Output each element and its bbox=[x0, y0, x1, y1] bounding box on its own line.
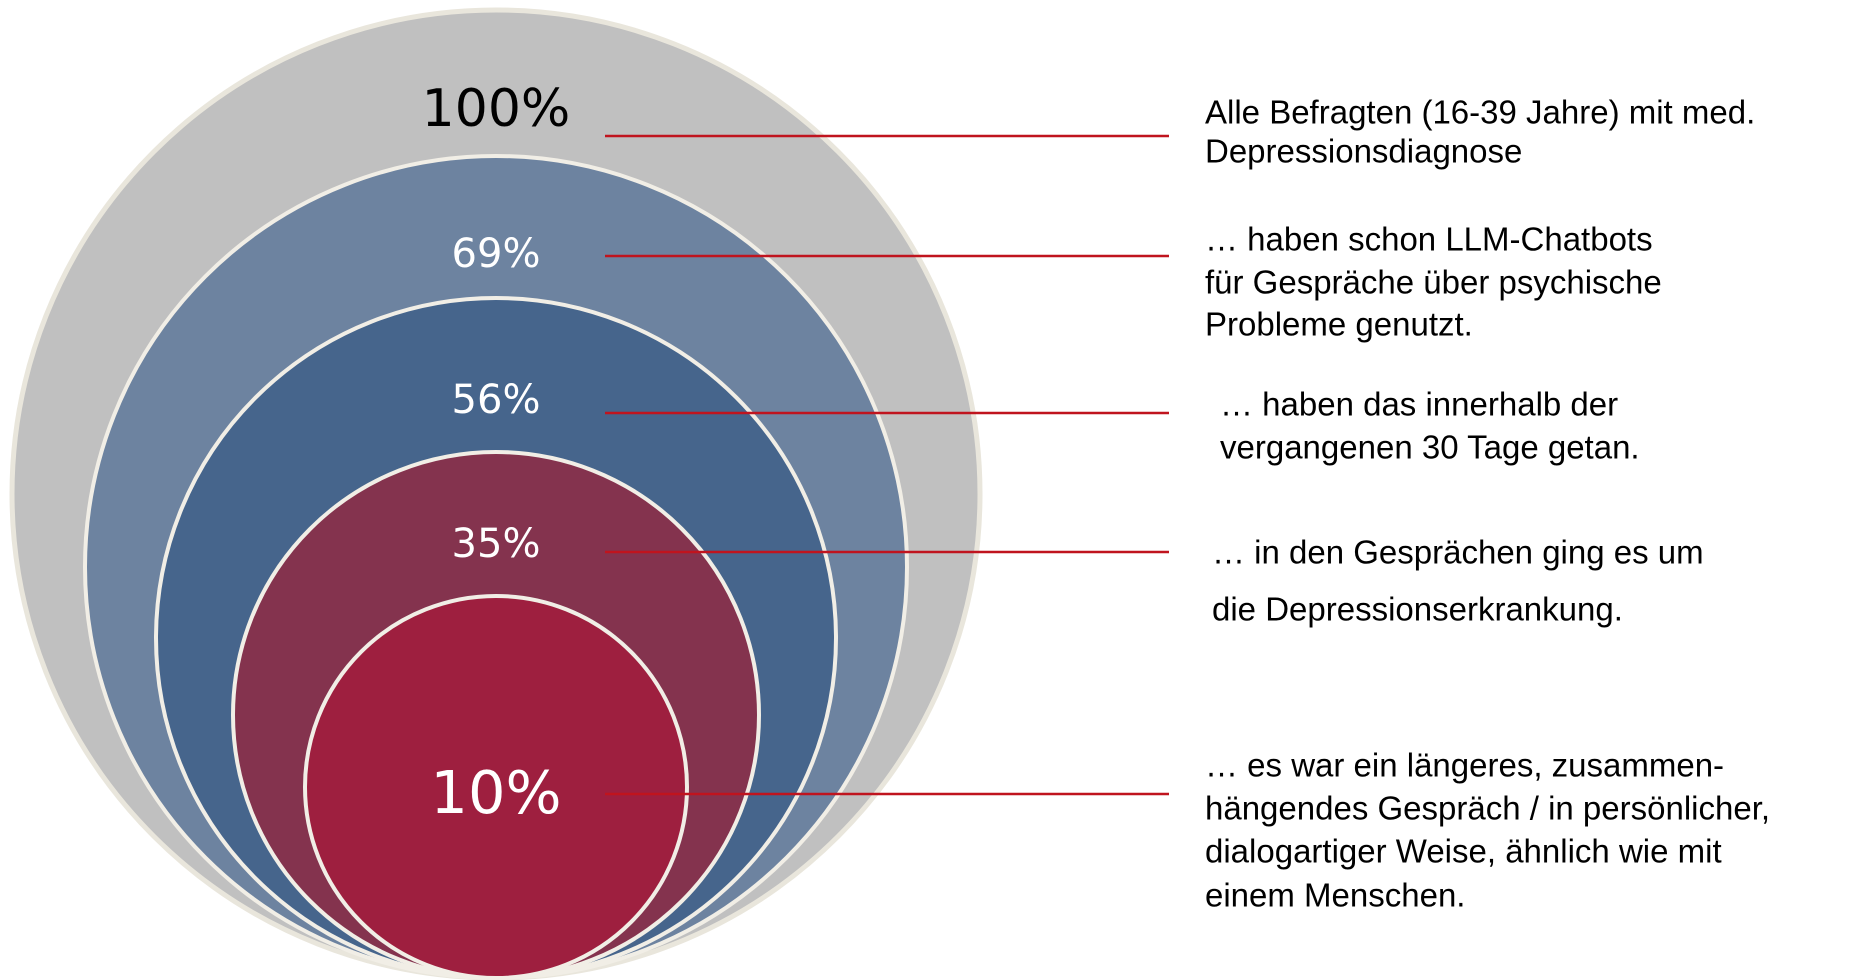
percent-label: 69% bbox=[452, 231, 541, 277]
description: hängendes Gespräch / in persönlicher, bbox=[1205, 790, 1770, 827]
description: vergangenen 30 Tage getan. bbox=[1220, 429, 1640, 466]
description: … haben das innerhalb der bbox=[1220, 386, 1618, 423]
description: … es war ein längeres, zusammen- bbox=[1205, 747, 1724, 784]
description: dialogartiger Weise, ähnlich wie mit bbox=[1205, 833, 1722, 870]
description: für Gespräche über psychische bbox=[1205, 264, 1662, 301]
description: Probleme genutzt. bbox=[1205, 306, 1473, 343]
percent-label: 10% bbox=[430, 758, 561, 827]
ring bbox=[303, 594, 689, 980]
description: … in den Gesprächen ging es um bbox=[1212, 534, 1704, 571]
description: die Depressionserkrankung. bbox=[1212, 591, 1623, 628]
description: … haben schon LLM-Chatbots bbox=[1205, 221, 1653, 258]
percent-label: 56% bbox=[452, 377, 541, 423]
description: einem Menschen. bbox=[1205, 877, 1465, 914]
percent-label: 35% bbox=[452, 521, 541, 567]
percent-label: 100% bbox=[422, 79, 571, 139]
description: Alle Befragten (16-39 Jahre) mit med. bbox=[1205, 94, 1755, 131]
description: Depressionsdiagnose bbox=[1205, 133, 1522, 170]
